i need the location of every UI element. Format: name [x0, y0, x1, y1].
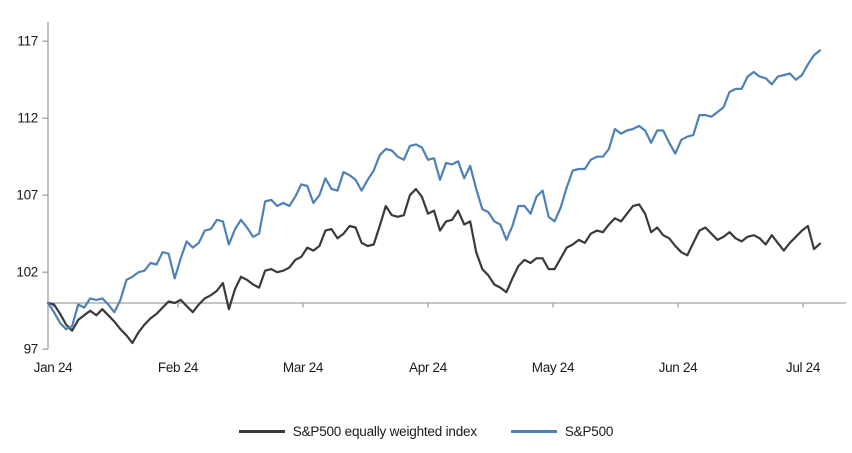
y-tick-label-4: 117: [17, 34, 38, 49]
series-line-equal-weight: [46, 187, 822, 345]
x-tick-label-4: May 24: [532, 360, 575, 375]
y-tick-label-0: 97: [24, 342, 38, 357]
series-line-sp500: [46, 49, 822, 331]
legend-item-sp500: S&P500: [510, 424, 614, 439]
x-tick-label-2: Mar 24: [283, 360, 324, 375]
sp500-line-swatch: [510, 430, 557, 433]
x-tick-label-5: Jun 24: [659, 360, 699, 375]
y-tick-label-2: 107: [16, 188, 38, 203]
y-tick-label-1: 102: [16, 265, 38, 280]
chart-legend: S&P500 equally weighted index S&P500: [0, 424, 852, 439]
equal-weight-line-swatch: [238, 430, 285, 433]
legend-label-sp500: S&P500: [564, 424, 614, 439]
x-tick-label-6: Jul 24: [786, 360, 821, 375]
x-tick-label-1: Feb 24: [158, 360, 199, 375]
legend-label-equal-weight: S&P500 equally weighted index: [292, 424, 477, 439]
y-tick-label-3: 112: [17, 111, 38, 126]
x-tick-label-0: Jan 24: [34, 360, 74, 375]
legend-item-equal-weight: S&P500 equally weighted index: [238, 424, 477, 439]
x-tick-label-3: Apr 24: [409, 360, 448, 375]
